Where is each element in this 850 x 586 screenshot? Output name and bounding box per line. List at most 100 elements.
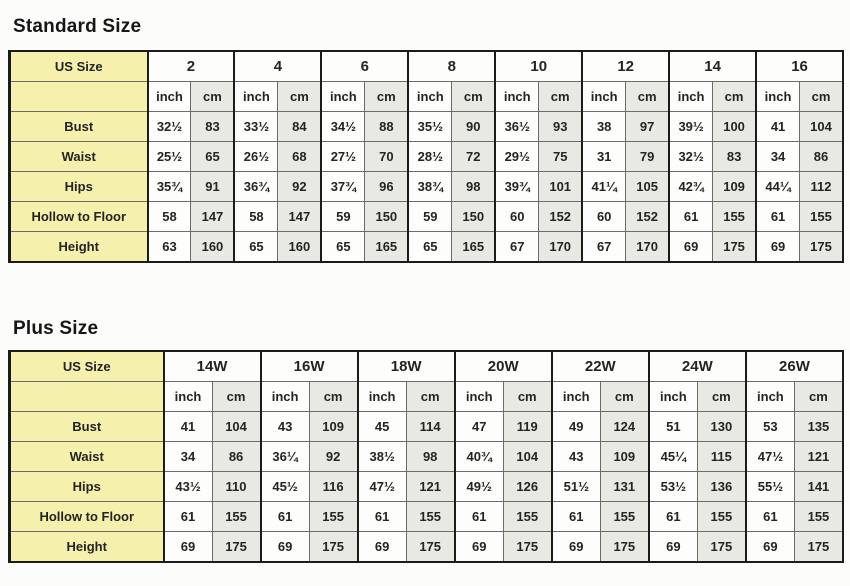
value-cell: 55½ <box>744 471 795 502</box>
size-header-cell: 16 <box>755 50 844 82</box>
size-header-cell: 14W <box>162 350 262 382</box>
value-cell: 92 <box>277 171 322 202</box>
corner-cell: US Size <box>9 50 149 82</box>
row-label-cell: Bust <box>9 411 165 442</box>
value-cell: 45½ <box>259 471 310 502</box>
table-row: Bust 32½ 83 33½ 84 34½ 88 35½ 90 36½ 93 38 97 39½ 100 4… <box>9 111 844 142</box>
value-cell: 34½ <box>320 111 366 142</box>
value-cell: 147 <box>190 201 235 232</box>
value-cell: 58 <box>233 201 279 232</box>
value-cell: 79 <box>625 141 670 172</box>
unit-header-row: inch cm inch cm inch cm inch cm inch cm inch cm inch… <box>9 381 844 412</box>
unit-header-cell: inch <box>647 381 698 412</box>
value-cell: 155 <box>799 201 844 232</box>
row-label-cell: Height <box>9 231 149 263</box>
value-cell: 130 <box>696 411 747 442</box>
unit-header-cell: cm <box>599 381 650 412</box>
value-cell: 170 <box>538 231 583 263</box>
row-label-cell: Hips <box>9 471 165 502</box>
unit-header-cell: cm <box>405 381 456 412</box>
unit-header-cell: inch <box>550 381 601 412</box>
value-cell: 109 <box>599 441 650 472</box>
unit-header-cell: cm <box>364 81 409 112</box>
row-label-cell: Bust <box>9 111 149 142</box>
size-header-cell: 4 <box>233 50 322 82</box>
size-header-cell: 12 <box>581 50 670 82</box>
value-cell: 104 <box>799 111 844 142</box>
plus-size-title: Plus Size <box>13 318 99 339</box>
value-cell: 93 <box>538 111 583 142</box>
row-label-cell: Waist <box>9 441 165 472</box>
value-cell: 100 <box>712 111 757 142</box>
unit-header-cell: inch <box>755 81 801 112</box>
value-cell: 39¾ <box>494 171 540 202</box>
value-cell: 60 <box>581 201 627 232</box>
value-cell: 60 <box>494 201 540 232</box>
value-cell: 29½ <box>494 141 540 172</box>
value-cell: 175 <box>308 531 359 563</box>
value-cell: 119 <box>502 411 553 442</box>
value-cell: 86 <box>799 141 844 172</box>
row-label-cell: Height <box>9 531 165 563</box>
value-cell: 152 <box>625 201 670 232</box>
value-cell: 155 <box>712 201 757 232</box>
value-cell: 61 <box>647 501 698 532</box>
value-cell: 33½ <box>233 111 279 142</box>
value-cell: 27½ <box>320 141 366 172</box>
value-cell: 43 <box>550 441 601 472</box>
value-cell: 72 <box>451 141 496 172</box>
value-cell: 75 <box>538 141 583 172</box>
value-cell: 45 <box>356 411 407 442</box>
value-cell: 160 <box>277 231 322 263</box>
value-cell: 104 <box>502 441 553 472</box>
size-header-cell: 22W <box>550 350 650 382</box>
value-cell: 88 <box>364 111 409 142</box>
value-cell: 41 <box>162 411 213 442</box>
value-cell: 65 <box>190 141 235 172</box>
value-cell: 61 <box>453 501 504 532</box>
unit-header-cell: cm <box>712 81 757 112</box>
value-cell: 49 <box>550 411 601 442</box>
size-header-cell: 20W <box>453 350 553 382</box>
unit-header-cell: cm <box>799 81 844 112</box>
size-header-cell: 2 <box>146 50 235 82</box>
value-cell: 69 <box>647 531 698 563</box>
value-cell: 59 <box>320 201 366 232</box>
value-cell: 39½ <box>668 111 714 142</box>
value-cell: 38½ <box>356 441 407 472</box>
value-cell: 47½ <box>744 441 795 472</box>
value-cell: 175 <box>405 531 456 563</box>
value-cell: 69 <box>755 231 801 263</box>
corner-blank-cell <box>9 381 165 412</box>
unit-header-cell: inch <box>407 81 453 112</box>
value-cell: 65 <box>407 231 453 263</box>
value-cell: 135 <box>793 411 844 442</box>
corner-cell: US Size <box>9 350 165 382</box>
value-cell: 155 <box>599 501 650 532</box>
value-cell: 121 <box>405 471 456 502</box>
value-cell: 109 <box>308 411 359 442</box>
value-cell: 61 <box>162 501 213 532</box>
value-cell: 31 <box>581 141 627 172</box>
table-row: Hollow to Floor 61 155 61 155 61 155 61 155 61 155… <box>9 501 844 532</box>
value-cell: 175 <box>599 531 650 563</box>
standard-size-table: US Size 2 4 6 8 10 12 14 16 inch cm inch cm inch cm inc… <box>8 50 844 263</box>
value-cell: 61 <box>744 501 795 532</box>
unit-header-cell: inch <box>320 81 366 112</box>
value-cell: 155 <box>211 501 262 532</box>
value-cell: 141 <box>793 471 844 502</box>
value-cell: 86 <box>211 441 262 472</box>
value-cell: 126 <box>502 471 553 502</box>
value-cell: 136 <box>696 471 747 502</box>
value-cell: 110 <box>211 471 262 502</box>
value-cell: 109 <box>712 171 757 202</box>
unit-header-cell: inch <box>356 381 407 412</box>
value-cell: 67 <box>494 231 540 263</box>
value-cell: 92 <box>308 441 359 472</box>
value-cell: 25½ <box>146 141 192 172</box>
value-cell: 98 <box>451 171 496 202</box>
value-cell: 160 <box>190 231 235 263</box>
value-cell: 42¾ <box>668 171 714 202</box>
value-cell: 65 <box>233 231 279 263</box>
value-cell: 105 <box>625 171 670 202</box>
